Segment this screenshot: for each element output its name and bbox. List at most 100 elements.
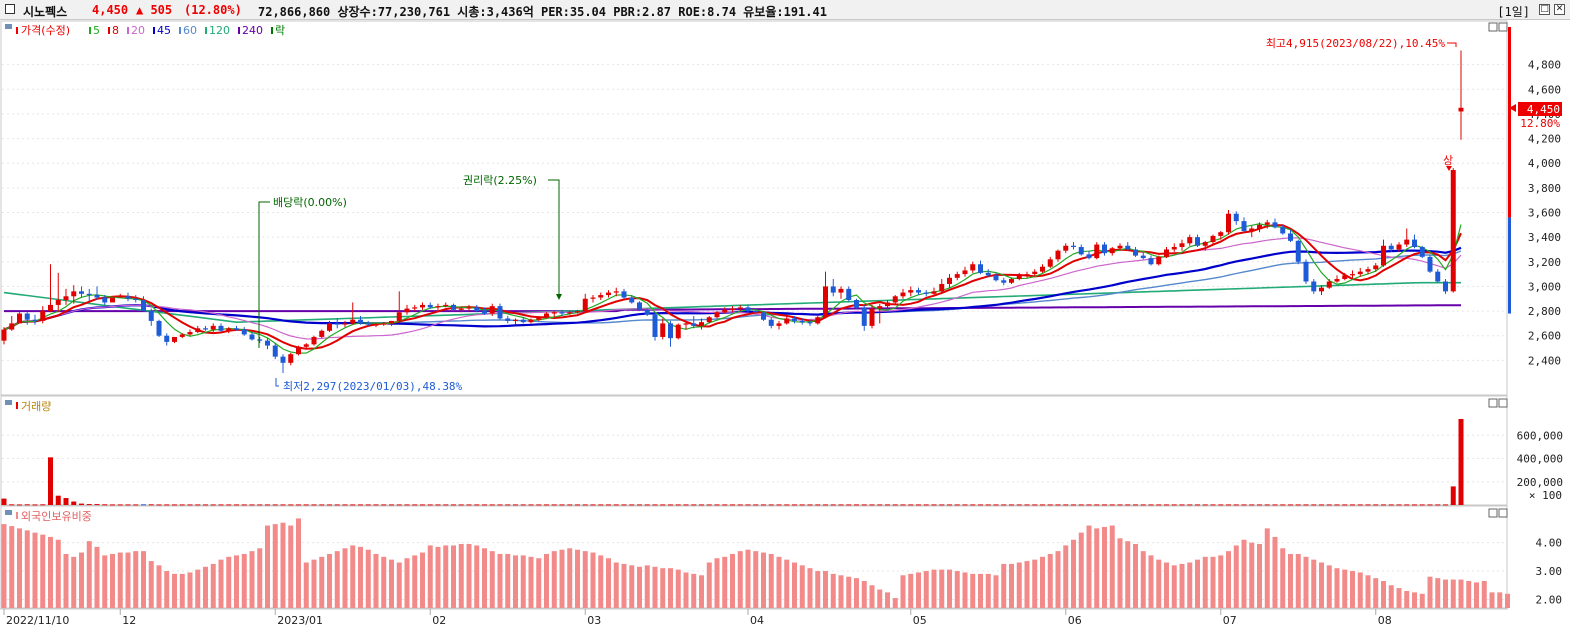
volume-bar [1001, 504, 1007, 506]
candle-body [1458, 107, 1464, 112]
candle-body [861, 307, 867, 326]
stock-name[interactable]: 시노펙스 [23, 5, 68, 19]
volume-bar [365, 504, 371, 506]
pane-maximize-icon[interactable] [1488, 398, 1498, 408]
volume-bar [474, 504, 480, 506]
foreign-bar [1109, 525, 1115, 608]
price-y-axis: 2,400 2,600 2,800 3,000 3,200 3,400 3,600 3,800… [1508, 27, 1561, 367]
volume-bar [389, 504, 394, 506]
foreign-bar [1311, 559, 1317, 608]
volume-bar [79, 503, 84, 505]
volume-bar [1195, 504, 1200, 506]
candle-body [1404, 239, 1410, 245]
volume-bar [381, 504, 387, 506]
volume-bar [551, 504, 557, 506]
legend-ma-swatch [89, 27, 91, 34]
foreign-bar [660, 568, 666, 608]
chart-area[interactable]: 2,400 2,600 2,800 3,000 3,200 3,400 3,600 3,800… [0, 20, 1570, 629]
volume-bar [1055, 504, 1061, 506]
stock-stats: 72,866,860 상장수:77,230,761 시총:3,436억 PER:… [258, 5, 827, 19]
candle-body [513, 319, 518, 321]
foreign-bar [985, 573, 991, 608]
candle-body [1133, 249, 1138, 256]
candle-body [1047, 259, 1053, 267]
volume-bar [1009, 504, 1014, 506]
candle-body [319, 330, 325, 337]
volume-bar [1086, 504, 1092, 506]
candle-body [303, 344, 309, 347]
candle-body [606, 292, 611, 296]
pane-close-icon[interactable] [1498, 398, 1508, 408]
candle-body [1001, 280, 1007, 283]
volume-bar [210, 504, 216, 506]
pane-buttons[interactable] [1488, 22, 1508, 518]
foreign-bar [923, 571, 929, 608]
volume-bar [466, 504, 472, 506]
maximize-icon[interactable]: □ [1539, 4, 1550, 15]
volume-bar [404, 504, 410, 506]
pane-menu-icon[interactable] [5, 24, 12, 29]
pane-close-icon[interactable] [1498, 22, 1508, 32]
volume-bar [908, 504, 914, 506]
date-tick-label: 2022/11/10 [6, 614, 69, 627]
close-icon[interactable]: ✕ [1554, 4, 1565, 15]
foreign-bar [179, 573, 185, 608]
pane-maximize-icon[interactable] [1488, 508, 1498, 518]
volume-bar [939, 504, 945, 506]
candle-body [807, 322, 813, 324]
price-tick-label: 2,600 [1528, 330, 1561, 343]
candle-body [1419, 247, 1425, 257]
pane-maximize-icon[interactable] [1488, 22, 1498, 32]
foreign-bar [373, 553, 379, 608]
candle-body [86, 293, 92, 296]
foreign-bar [489, 551, 495, 608]
foreign-bar [420, 552, 425, 608]
candle-body [1334, 279, 1340, 282]
pane-close-icon[interactable] [1498, 508, 1508, 518]
volume-bar [745, 504, 751, 506]
candle-body [17, 313, 22, 324]
volume-bar [613, 504, 619, 506]
foreign-bar [1140, 551, 1146, 608]
select-checkbox[interactable] [5, 4, 15, 14]
volume-bar [892, 504, 898, 506]
period-selector[interactable]: [1일] [1497, 5, 1530, 19]
foreign-bar [830, 573, 836, 608]
candle-body [141, 299, 146, 312]
volume-bar [683, 504, 689, 506]
foreign-bar [559, 549, 565, 608]
volume-bar [373, 504, 379, 506]
pane-menu-icon[interactable] [5, 400, 12, 405]
foreign-bar [683, 572, 689, 608]
volume-bar [427, 504, 433, 506]
foreign-bar [954, 571, 960, 608]
foreign-bar [1171, 565, 1177, 608]
limit-up-badge: 상 [1443, 154, 1453, 167]
candle-body [1249, 228, 1255, 231]
volume-bar [1396, 504, 1402, 506]
foreign-bar [846, 576, 852, 608]
legend-ma-swatch [179, 27, 181, 34]
foreign-bar [17, 528, 22, 608]
volume-bar [1404, 504, 1410, 506]
foreign-bar [1195, 559, 1200, 608]
foreign-bar [823, 571, 828, 608]
volume-bar [1450, 486, 1456, 505]
foreign-bar [482, 548, 487, 608]
foreign-bar [1117, 538, 1123, 608]
volume-bar [1388, 504, 1394, 506]
foreign-bar [1009, 563, 1014, 608]
foreign-bar [675, 569, 681, 608]
candle-body [706, 317, 712, 323]
pane-menu-icon[interactable] [5, 510, 12, 515]
foreign-bar [1450, 579, 1456, 608]
candle-body [830, 286, 836, 293]
foreign-bar [1047, 553, 1053, 608]
volume-bar [544, 504, 549, 506]
foreign-bar [761, 552, 766, 608]
foreign-bar [1505, 593, 1510, 608]
volume-bar [528, 504, 534, 506]
foreign-bar [699, 575, 704, 608]
date-tick-label: 03 [587, 614, 601, 627]
foreign-bar [505, 553, 511, 608]
